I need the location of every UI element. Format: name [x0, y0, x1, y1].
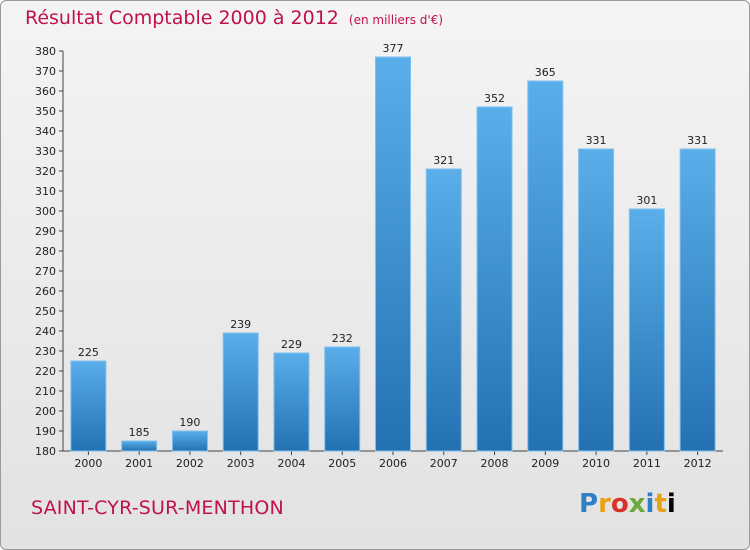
bar — [375, 56, 411, 452]
data-label: 232 — [332, 332, 353, 345]
data-label: 365 — [535, 66, 556, 79]
bar — [70, 360, 107, 452]
y-tick-label: 260 — [35, 285, 56, 298]
x-tick-label: 2006 — [379, 457, 407, 470]
y-tick-label: 250 — [35, 305, 56, 318]
bar — [425, 168, 462, 452]
data-label: 225 — [78, 346, 99, 359]
data-label: 321 — [433, 154, 454, 167]
x-tick-label: 2008 — [481, 457, 509, 470]
y-tick-label: 350 — [35, 105, 56, 118]
data-label: 185 — [129, 426, 150, 439]
logo-letter: o — [610, 489, 629, 519]
data-label: 331 — [687, 134, 708, 147]
data-labels: 225 185 190 239 229 232 377 321 352 365 331 301 331 — [78, 42, 708, 439]
logo-letter: t — [654, 489, 667, 519]
bar — [476, 106, 513, 452]
x-tick-label: 2000 — [74, 457, 102, 470]
data-label: 352 — [484, 92, 505, 105]
bar — [324, 346, 361, 452]
x-tick-label: 2010 — [582, 457, 610, 470]
data-label: 190 — [179, 416, 200, 429]
logo-letter: x — [628, 489, 646, 519]
x-tick-label: 2001 — [125, 457, 153, 470]
chart-title-text: Résultat Comptable 2000 à 2012 — [25, 7, 339, 29]
y-tick-label: 180 — [35, 445, 56, 458]
logo-letter: r — [598, 489, 611, 519]
y-tick-label: 270 — [35, 265, 56, 278]
y-tick-label: 330 — [35, 145, 56, 158]
y-tick-label: 300 — [35, 205, 56, 218]
bar — [273, 352, 310, 452]
logo-letter: P — [579, 489, 599, 519]
data-label: 377 — [383, 42, 404, 55]
bar — [222, 332, 259, 452]
y-tick-label: 240 — [35, 325, 56, 338]
x-tick-label: 2011 — [633, 457, 661, 470]
x-tick-label: 2005 — [328, 457, 356, 470]
bar — [171, 430, 208, 452]
bar — [578, 148, 615, 452]
y-tick-label: 290 — [35, 225, 56, 238]
city-name: SAINT-CYR-SUR-MENTHON — [31, 497, 284, 519]
y-tick-label: 190 — [35, 425, 56, 438]
x-tick-label: 2012 — [684, 457, 712, 470]
y-tick-label: 210 — [35, 385, 56, 398]
bars — [70, 56, 716, 452]
logo-letter: i — [645, 489, 655, 519]
chart-subtitle: (en milliers d'€) — [348, 13, 444, 27]
y-tick-label: 220 — [35, 365, 56, 378]
y-tick-label: 280 — [35, 245, 56, 258]
bar — [628, 208, 665, 452]
data-label: 331 — [586, 134, 607, 147]
x-tick-label: 2002 — [176, 457, 204, 470]
data-label: 229 — [281, 338, 302, 351]
bar — [679, 148, 716, 452]
x-tick-label: 2003 — [227, 457, 255, 470]
bar — [121, 440, 158, 452]
data-label: 239 — [230, 318, 251, 331]
y-tick-label: 360 — [35, 85, 56, 98]
y-tick-label: 310 — [35, 185, 56, 198]
x-tick-label: 2004 — [277, 457, 305, 470]
logo-letter: i — [666, 489, 676, 519]
data-label: 301 — [636, 194, 657, 207]
y-tick-label: 200 — [35, 405, 56, 418]
bar — [527, 80, 564, 452]
y-tick-label: 370 — [35, 65, 56, 78]
y-tick-label: 320 — [35, 165, 56, 178]
proxiti-logo: Proxiti — [579, 489, 676, 519]
y-tick-label: 380 — [35, 45, 56, 58]
x-tick-label: 2007 — [430, 457, 458, 470]
x-tick-label: 2009 — [531, 457, 559, 470]
y-tick-label: 340 — [35, 125, 56, 138]
chart-title: Résultat Comptable 2000 à 2012 (en millie… — [25, 7, 443, 29]
y-tick-label: 230 — [35, 345, 56, 358]
